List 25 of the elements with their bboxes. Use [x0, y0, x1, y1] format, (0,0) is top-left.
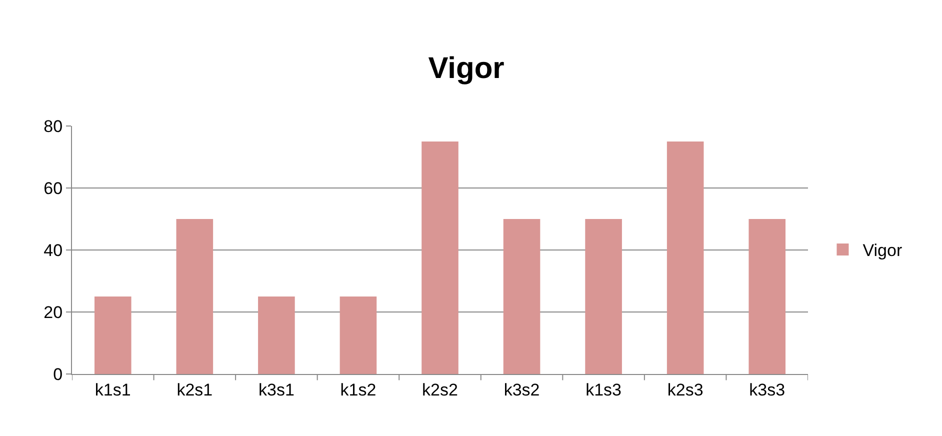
x-tick-label: k3s3	[749, 380, 786, 400]
x-tick-label: k2s1	[176, 380, 213, 400]
x-tick-label: k3s1	[258, 380, 294, 400]
bar	[422, 142, 458, 374]
x-tick-label: k1s2	[340, 380, 376, 400]
bar	[94, 296, 132, 374]
bar	[503, 219, 540, 374]
legend-label: Vigor	[862, 241, 902, 260]
x-tick-label: k1s1	[94, 380, 131, 400]
bar	[176, 219, 214, 374]
y-tick-label: 60	[44, 178, 63, 198]
chart-title: Vigor	[428, 52, 505, 86]
y-tick-label: 40	[44, 240, 63, 260]
bar	[258, 296, 295, 374]
x-tick-label: k2s3	[667, 380, 704, 400]
x-tick-label: k2s2	[422, 380, 458, 400]
y-tick-label: 20	[44, 302, 63, 322]
y-tick-label: 80	[44, 116, 63, 136]
x-tick-label: k3s2	[504, 380, 540, 400]
bar	[585, 219, 622, 374]
x-tick-label: k1s3	[586, 380, 622, 400]
bar	[340, 296, 377, 374]
y-tick-label: 0	[53, 364, 63, 384]
bar	[748, 219, 786, 374]
bar	[666, 142, 704, 374]
